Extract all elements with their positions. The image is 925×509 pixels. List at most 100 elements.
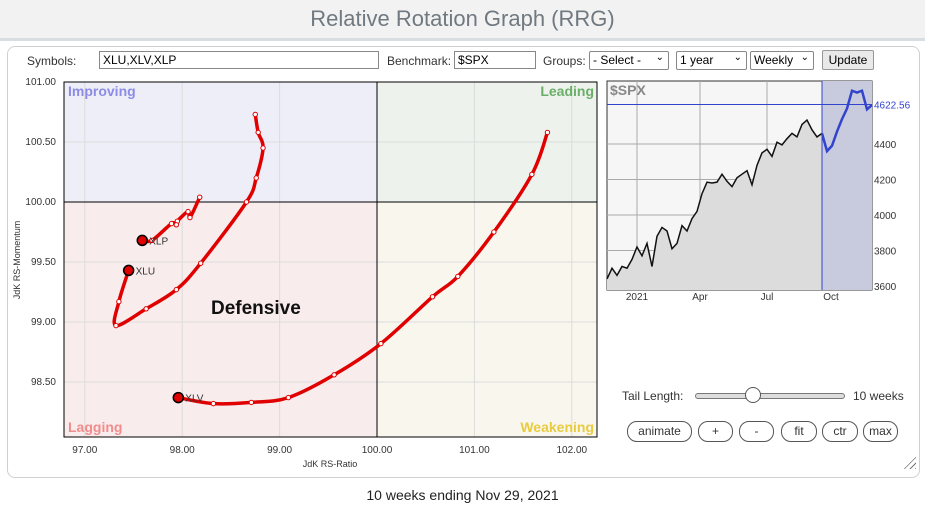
groups-label: Groups: bbox=[543, 54, 586, 68]
symbols-input[interactable] bbox=[99, 51, 379, 69]
page-title: Relative Rotation Graph (RRG) bbox=[310, 6, 615, 31]
tail-point bbox=[113, 322, 119, 329]
chevron-down-icon: ⌄ bbox=[655, 52, 664, 63]
tail-length-value: 10 weeks bbox=[853, 389, 904, 403]
y-tick-label: 99.00 bbox=[31, 317, 56, 328]
zoom-in-button[interactable]: + bbox=[698, 421, 733, 442]
tail-point bbox=[248, 399, 255, 406]
tail-point bbox=[173, 286, 180, 293]
tail-length-label: Tail Length: bbox=[622, 389, 684, 403]
tail-point bbox=[197, 194, 203, 200]
symbol-label: XLV bbox=[185, 394, 203, 405]
bench-y-tick: 3800 bbox=[874, 247, 897, 258]
bench-line bbox=[606, 118, 823, 280]
tail-point bbox=[491, 229, 497, 235]
interval-value: Weekly bbox=[754, 53, 794, 67]
footer-caption: 10 weeks ending Nov 29, 2021 bbox=[366, 487, 559, 503]
tail-point bbox=[331, 372, 337, 378]
bench-x-label: 2021 bbox=[626, 292, 649, 303]
quadrant-lagging bbox=[64, 202, 377, 437]
bench-y-tick: 4000 bbox=[874, 211, 897, 222]
tail-point bbox=[243, 199, 250, 205]
bench-x-label: Oct bbox=[823, 292, 839, 303]
symbols-label: Symbols: bbox=[27, 54, 77, 68]
benchmark-label: Benchmark: bbox=[387, 54, 452, 68]
tail-point bbox=[529, 171, 535, 178]
slider-thumb[interactable] bbox=[744, 387, 761, 403]
benchmark-input[interactable] bbox=[454, 51, 536, 69]
bench-y-tick: 4200 bbox=[874, 176, 897, 187]
tail-point bbox=[253, 175, 259, 181]
bench-y-tick: 3600 bbox=[874, 282, 897, 293]
tail-point bbox=[168, 220, 175, 227]
tail-point bbox=[173, 222, 180, 228]
head-marker bbox=[172, 391, 185, 404]
max-button[interactable]: max bbox=[863, 421, 898, 442]
tail-point bbox=[210, 400, 217, 407]
header-band bbox=[0, 0, 925, 41]
x-tick-label: 101.00 bbox=[459, 445, 490, 456]
x-axis-label: JdK RS-Ratio bbox=[303, 459, 358, 469]
tail-point bbox=[544, 129, 551, 136]
tail-point bbox=[455, 273, 461, 280]
bench-y-tick: 4400 bbox=[874, 140, 897, 151]
highlight-region bbox=[822, 81, 872, 290]
chevron-down-icon: ⌄ bbox=[733, 52, 742, 63]
tail-point bbox=[143, 306, 149, 312]
groups-select[interactable]: - Select - ⌄ bbox=[589, 51, 669, 70]
symbol-label: XLU bbox=[136, 266, 155, 277]
tail-point bbox=[378, 340, 384, 347]
quadrant-label-leading: Leading bbox=[540, 83, 594, 99]
head-marker bbox=[136, 234, 149, 247]
bench-x-label: Apr bbox=[692, 292, 708, 303]
tail-point bbox=[260, 145, 266, 151]
tail-xlp: XLP bbox=[136, 194, 203, 247]
y-tick-label: 100.50 bbox=[25, 137, 56, 148]
y-axis-label: JdK RS-Momentum bbox=[12, 221, 22, 300]
bench-symbol: $SPX bbox=[610, 82, 646, 98]
symbol-label: XLP bbox=[149, 236, 168, 247]
tail-xlv: XLV bbox=[172, 129, 551, 407]
bench-line-highlight bbox=[820, 89, 873, 154]
x-tick-label: 100.00 bbox=[362, 445, 393, 456]
tail-xlu: XLU bbox=[112, 111, 266, 329]
groups-value: - Select - bbox=[593, 53, 642, 67]
head-marker bbox=[122, 264, 135, 277]
tail-point bbox=[285, 394, 292, 401]
zoom-out-button[interactable]: - bbox=[739, 421, 774, 442]
x-tick-label: 97.00 bbox=[72, 445, 97, 456]
quadrant-label-lagging: Lagging bbox=[68, 419, 122, 435]
y-tick-label: 99.50 bbox=[31, 257, 56, 268]
annotation-defensive: Defensive bbox=[211, 298, 301, 319]
period-value: 1 year bbox=[680, 53, 714, 67]
tail-point bbox=[187, 214, 193, 221]
fit-button[interactable]: fit bbox=[781, 421, 817, 442]
quadrant-label-weakening: Weakening bbox=[520, 419, 594, 435]
rrg-frame bbox=[63, 81, 598, 438]
x-tick-label: 99.00 bbox=[267, 445, 292, 456]
y-tick-label: 101.00 bbox=[25, 77, 56, 88]
chevron-down-icon: ⌄ bbox=[800, 52, 809, 63]
bench-area bbox=[607, 120, 822, 290]
tail-point bbox=[252, 111, 258, 118]
tail-point bbox=[185, 208, 191, 215]
y-tick-label: 98.50 bbox=[31, 377, 56, 388]
tail-length-slider[interactable] bbox=[695, 393, 845, 399]
y-tick-label: 100.00 bbox=[25, 197, 56, 208]
x-tick-label: 98.00 bbox=[170, 445, 195, 456]
update-button[interactable]: Update bbox=[822, 50, 874, 70]
tail-point bbox=[255, 129, 261, 136]
tail-point bbox=[429, 294, 436, 300]
bench-x-label: Jul bbox=[761, 292, 774, 303]
x-tick-label: 102.00 bbox=[557, 445, 588, 456]
period-select[interactable]: 1 year ⌄ bbox=[676, 51, 747, 70]
tail-point bbox=[198, 260, 204, 266]
interval-select[interactable]: Weekly ⌄ bbox=[750, 51, 814, 70]
animate-button[interactable]: animate bbox=[627, 421, 692, 442]
quadrant-label-improving: Improving bbox=[68, 83, 136, 99]
tail-point bbox=[116, 298, 122, 305]
last-value-label: 4622.56 bbox=[874, 100, 911, 111]
tail-point bbox=[149, 237, 155, 244]
center-button[interactable]: ctr bbox=[822, 421, 858, 442]
